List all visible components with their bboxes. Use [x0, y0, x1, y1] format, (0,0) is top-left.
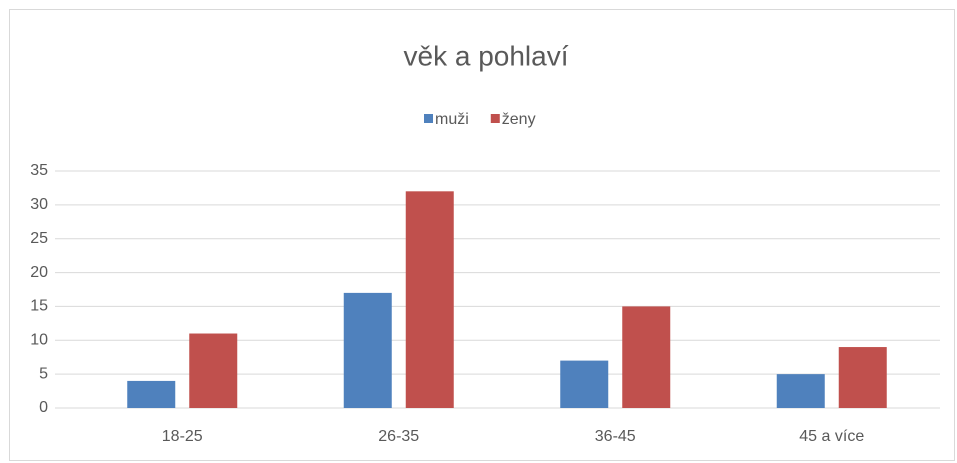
y-tick-label: 25	[30, 230, 48, 247]
legend: muži ženy	[424, 111, 536, 128]
x-tick-label: 45 a více	[799, 428, 864, 445]
bar	[127, 380, 176, 408]
legend-label: ženy	[502, 111, 536, 128]
legend-label: muži	[435, 111, 469, 128]
bar	[405, 191, 454, 408]
y-tick-label: 30	[30, 196, 48, 213]
bar	[189, 333, 238, 408]
y-tick-label: 5	[39, 365, 48, 382]
y-tick-label: 10	[30, 332, 48, 349]
y-tick-label: 15	[30, 298, 48, 315]
chart-title: věk a pohlaví	[404, 40, 569, 71]
y-tick-label: 35	[30, 162, 48, 179]
y-tick-label: 20	[30, 264, 48, 281]
bar	[560, 360, 609, 408]
x-tick-label: 26-35	[378, 428, 419, 445]
bar	[343, 292, 392, 408]
bar	[776, 374, 825, 408]
x-tick-label: 18-25	[162, 428, 203, 445]
y-tick-label: 0	[39, 399, 48, 416]
x-tick-label: 36-45	[595, 428, 636, 445]
legend-swatch	[424, 114, 433, 123]
legend-swatch	[490, 114, 500, 123]
bar	[838, 347, 887, 408]
bar	[622, 306, 671, 408]
